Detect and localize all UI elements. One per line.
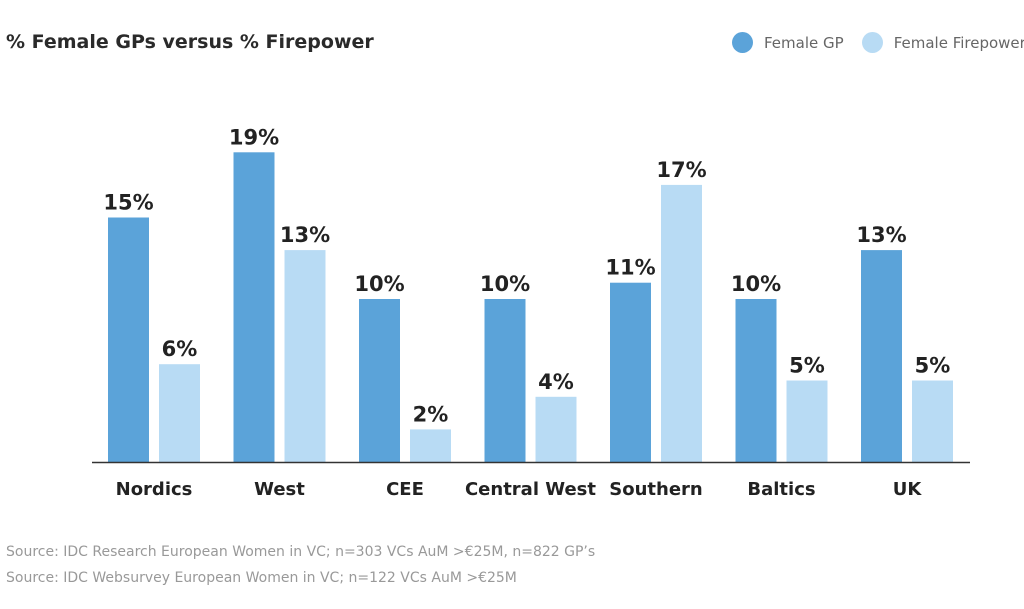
legend-label: Female Firepower	[893, 33, 1024, 52]
category-label: Baltics	[747, 479, 815, 500]
bar-southern-female-firepower	[661, 184, 702, 462]
legend-swatch-female-firepower	[861, 32, 883, 53]
data-label: 2%	[413, 402, 449, 426]
category-label: Nordics	[116, 479, 193, 500]
source-note: Source: IDC Websurvey European Women in …	[6, 570, 517, 586]
data-label: 17%	[656, 158, 706, 182]
chart-title: % Female GPs versus % Firepower	[6, 31, 374, 53]
legend-swatch-female-gp	[732, 32, 753, 53]
bar-uk-female-firepower	[912, 380, 953, 462]
data-label: 13%	[280, 223, 330, 247]
bar-baltics-female-firepower	[786, 380, 828, 462]
bar-baltics-female-gp	[735, 299, 777, 462]
bar-nordics-female-gp	[108, 217, 149, 462]
bar-nordics-female-firepower	[159, 364, 200, 462]
category-label: CEE	[386, 479, 424, 500]
bar-uk-female-gp	[861, 250, 902, 462]
sources: Source: IDC Research European Women in V…	[6, 539, 595, 591]
legend-label: Female GP	[764, 33, 844, 52]
data-label: 5%	[789, 354, 825, 378]
bar-central-west-female-gp	[484, 299, 526, 462]
bar-cee-female-firepower	[410, 429, 451, 462]
legend: Female GP Female Firepower	[732, 32, 1024, 53]
source-note: Source: IDC Research European Women in V…	[6, 544, 596, 560]
data-label: 4%	[538, 370, 574, 394]
data-label: 11%	[605, 256, 655, 280]
category-label: UK	[893, 479, 923, 500]
bar-cee-female-gp	[359, 299, 400, 462]
data-label: 6%	[162, 337, 198, 361]
bar-west-female-gp	[233, 152, 275, 463]
category-label: Central West	[465, 479, 596, 500]
bar-southern-female-gp	[610, 282, 651, 462]
data-label: 19%	[229, 125, 279, 149]
data-label: 15%	[103, 191, 153, 215]
category-label: Southern	[609, 479, 702, 500]
bar-central-west-female-firepower	[535, 396, 577, 462]
data-label: 10%	[354, 272, 404, 296]
category-label: West	[254, 479, 305, 500]
legend-item-female-firepower: Female Firepower	[861, 32, 1024, 53]
data-label: 5%	[915, 354, 951, 378]
data-label: 13%	[856, 223, 906, 247]
data-label: 10%	[731, 272, 781, 296]
legend-item-female-gp: Female GP	[732, 32, 844, 53]
bar-west-female-firepower	[284, 250, 326, 462]
data-label: 10%	[480, 272, 530, 296]
